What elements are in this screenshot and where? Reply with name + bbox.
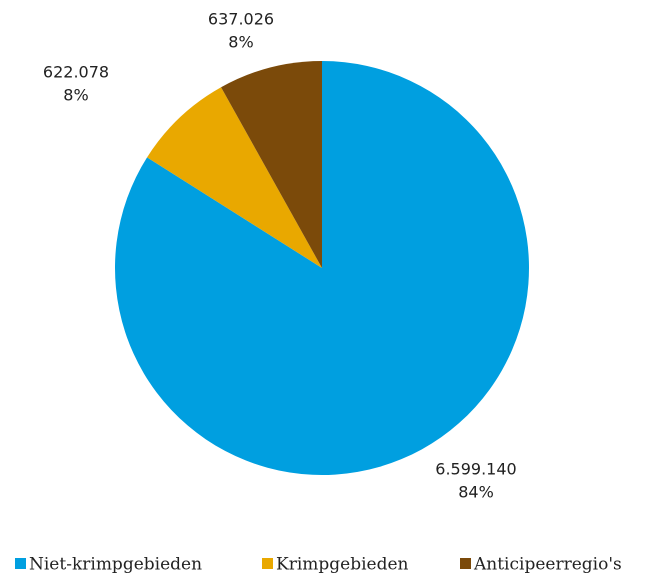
- value-label: 622.078: [43, 63, 109, 82]
- legend-swatch: [460, 558, 471, 569]
- pie-slice: [221, 61, 322, 268]
- percentage-label: 8%: [228, 33, 253, 52]
- pie-slice: [114, 61, 529, 475]
- value-label: 637.026: [208, 10, 274, 29]
- percentage-label: 84%: [458, 483, 494, 502]
- legend-label: Niet-krimpgebieden: [29, 555, 202, 575]
- legend-swatch: [262, 558, 273, 569]
- legend-swatch: [15, 558, 26, 569]
- value-label: 6.599.140: [435, 460, 516, 479]
- legend-label: Anticipeerregio's: [473, 555, 622, 575]
- pie-slice: [147, 87, 322, 269]
- legend-label: Krimpgebieden: [276, 555, 409, 575]
- percentage-label: 8%: [63, 86, 88, 105]
